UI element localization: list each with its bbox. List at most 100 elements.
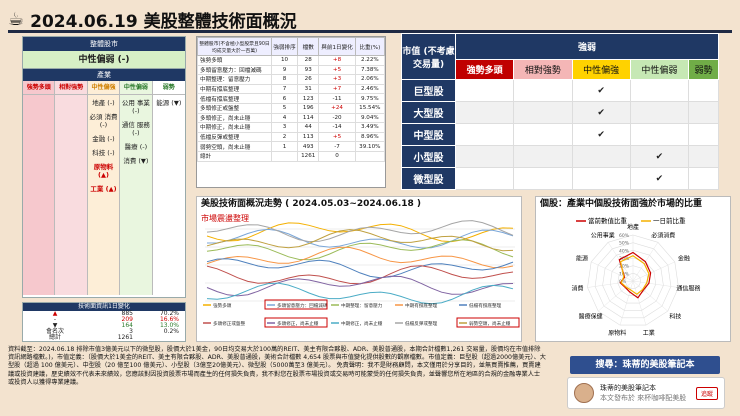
table-cell: 8.96% <box>354 131 386 143</box>
sector-item[interactable]: 醫療 (-) <box>124 143 148 151</box>
table-cell: -11 <box>318 93 356 104</box>
grid-cell <box>454 79 515 102</box>
table-row: 弱勢空頭，尚未止穩 1 493 -7 39.10% <box>197 141 386 152</box>
radar-axis-label: 工業 <box>643 329 655 337</box>
trend-series-line <box>206 258 514 279</box>
grid-cell <box>454 123 515 146</box>
daily-change-cell: ▲ <box>52 310 58 317</box>
table-row: 中期整理：留意壓力 8 26 +3 2.06% <box>197 74 386 85</box>
table-header: 強弱排序 <box>270 37 299 56</box>
daily-change-cell: ▼ <box>52 322 58 329</box>
sector-item[interactable]: 地產 (-) <box>92 99 115 107</box>
author-name: 珠蒂的美股筆記本 <box>600 384 656 392</box>
grid-cell <box>454 145 515 168</box>
radar-axis-label: 醫療保健 <box>579 312 603 320</box>
table-row: 中期有撐底整理 7 31 +7 2.46% <box>197 83 386 95</box>
table-cell: 1261 <box>297 150 320 162</box>
sector-item[interactable]: 必須 消費 (-) <box>89 113 118 129</box>
table-cell: -14 <box>318 122 356 133</box>
legend-label: 多頭留意壓力：回檔減碼 <box>277 302 328 309</box>
market-cap-corner: 市值 (不考慮 交易量) <box>401 33 456 80</box>
grid-cell <box>513 167 573 190</box>
daily-change-cell <box>139 335 185 341</box>
sector-column-label: 中性偏強 <box>87 81 120 95</box>
radar-axis-label: 地產 <box>627 223 639 231</box>
sector-column: 相對強勢 <box>55 81 88 295</box>
market-cap-label: 中型股 <box>401 123 456 146</box>
radar-chart-panel: 個股：產業中個股技術面強於市場的比重 當前數值比重 一日前比重 0% 10%20% 30… <box>535 196 731 342</box>
table-cell: 9.75% <box>354 93 386 104</box>
sector-item[interactable]: 科技 (-) <box>92 149 115 157</box>
trend-series-line <box>206 246 514 269</box>
legend-label: 低檔反彈或整理 <box>405 320 438 327</box>
search-banner[interactable]: 搜尋：珠蒂的美股筆記本 <box>570 356 720 374</box>
grid-cell <box>513 79 573 102</box>
table-cell: 7 <box>270 83 299 95</box>
table-cell: 123 <box>297 93 320 104</box>
strength-subheader: 強勢多頭 <box>454 59 515 80</box>
daily-change-cell: 3 <box>129 328 133 335</box>
legend-label: 弱勢空頭，尚未止穩 <box>469 320 511 327</box>
grid-cell <box>688 123 719 146</box>
table-cell <box>354 150 386 162</box>
sector-item[interactable]: 能源 (▼) <box>156 99 182 107</box>
radar-tick-label: 30% <box>619 256 630 262</box>
radar-tick-label: 40% <box>619 248 630 254</box>
grid-cell <box>688 145 719 168</box>
grid-cell: ✔ <box>571 79 631 102</box>
sector-columns: 強勢多頭 相對強勢 中性偏強地產 (-) 必須 消費 (-) 金融 (-) 科技 (-) 原… <box>23 81 185 295</box>
table-cell: 2 <box>270 131 299 143</box>
follow-button[interactable]: 追蹤 <box>695 386 718 400</box>
grid-cell: ✔ <box>571 101 631 124</box>
table-cell: 多頭留意壓力：回檔減碼 <box>197 64 272 76</box>
table-cell: 4 <box>270 112 299 124</box>
trend-series-line <box>206 229 514 252</box>
market-cap-grid: 市值 (不考慮 交易量) 強弱 強勢多頭 相對強勢 中性偏強 中性偏弱 弱勢 巨型股 ✔ 大型股 ✔… <box>401 33 719 190</box>
table-cell: 弱勢空頭，尚未止穩 <box>197 141 272 152</box>
table-cell: -20 <box>318 112 356 124</box>
trend-chart-subtitle: 市場震盪整理 <box>201 214 249 223</box>
radar-axis-label: 金融 <box>678 255 690 263</box>
table-cell: +3 <box>318 74 356 85</box>
page-title: ☕ 2024.06.19 美股整體技術面概況 <box>8 6 297 32</box>
grid-cell <box>629 101 690 124</box>
table-cell: 6 <box>270 93 299 104</box>
disclaimer-notes: 資料截至：2024.06.18 排除市值3億美元以下的微型股，股價大於1美金，9… <box>8 346 546 386</box>
table-row: 強勢多頭 10 28 +8 2.22% <box>197 55 386 66</box>
table-row: 多頭留意壓力：回檔減碼 9 93 +5 7.38% <box>197 64 386 76</box>
grid-cell: ✔ <box>571 123 631 146</box>
author-card[interactable]: 珠蒂的美股筆記本 本文發布於 來杯咖啡配美股 追蹤 <box>567 377 725 409</box>
strength-subheader: 弱勢 <box>688 59 719 80</box>
radar-tick-label: 60% <box>619 233 630 239</box>
sector-item[interactable]: 公用 事業 (-) <box>121 99 150 115</box>
sector-item[interactable]: 工業 (▲) <box>90 185 117 193</box>
table-row: 總計 1261 0 <box>197 150 386 162</box>
daily-change-cell: - <box>53 316 57 323</box>
table-cell <box>270 150 299 162</box>
sector-column-label: 強勢多頭 <box>23 81 55 95</box>
table-row: 低檔反彈或整理 2 113 +5 8.96% <box>197 131 386 143</box>
sector-panel: 整體股市 中性偏弱 (-) 產業 強勢多頭 相對強勢 中性偏強 地產 (-) 必須 消費… <box>22 36 186 298</box>
table-cell: 28 <box>297 55 320 66</box>
trend-series-line <box>206 228 514 249</box>
table-cell: 113 <box>297 131 320 143</box>
table-cell: +7 <box>318 83 356 95</box>
table-cell: +24 <box>318 102 356 114</box>
table-cell: 低檔有撐底整理 <box>197 93 272 104</box>
daily-change-cell: 885 <box>121 310 133 317</box>
table-cell: 2.06% <box>354 74 386 85</box>
grid-cell: ✔ <box>629 145 690 168</box>
daily-change-row: ▼ 164 13.0% <box>23 323 185 329</box>
table-cell: 26 <box>297 74 320 85</box>
sector-item[interactable]: 通信 服務 (-) <box>121 121 150 137</box>
sector-item[interactable]: 原物料 (▲) <box>93 163 114 179</box>
trend-series-line <box>206 282 514 305</box>
sector-item[interactable]: 金融 (-) <box>92 135 115 143</box>
table-row: 低檔有撐底整理 6 123 -11 9.75% <box>197 93 386 104</box>
trend-series-line <box>206 239 514 261</box>
sector-column: 中性偏弱 公用 事業 (-) 通信 服務 (-) 醫療 (-) 消費 (▼) <box>120 81 153 295</box>
sector-item[interactable]: 消費 (▼) <box>123 157 149 165</box>
grid-cell <box>513 123 573 146</box>
strength-header: 強弱 <box>455 33 719 60</box>
table-header: 與前1日變化 <box>318 37 356 56</box>
